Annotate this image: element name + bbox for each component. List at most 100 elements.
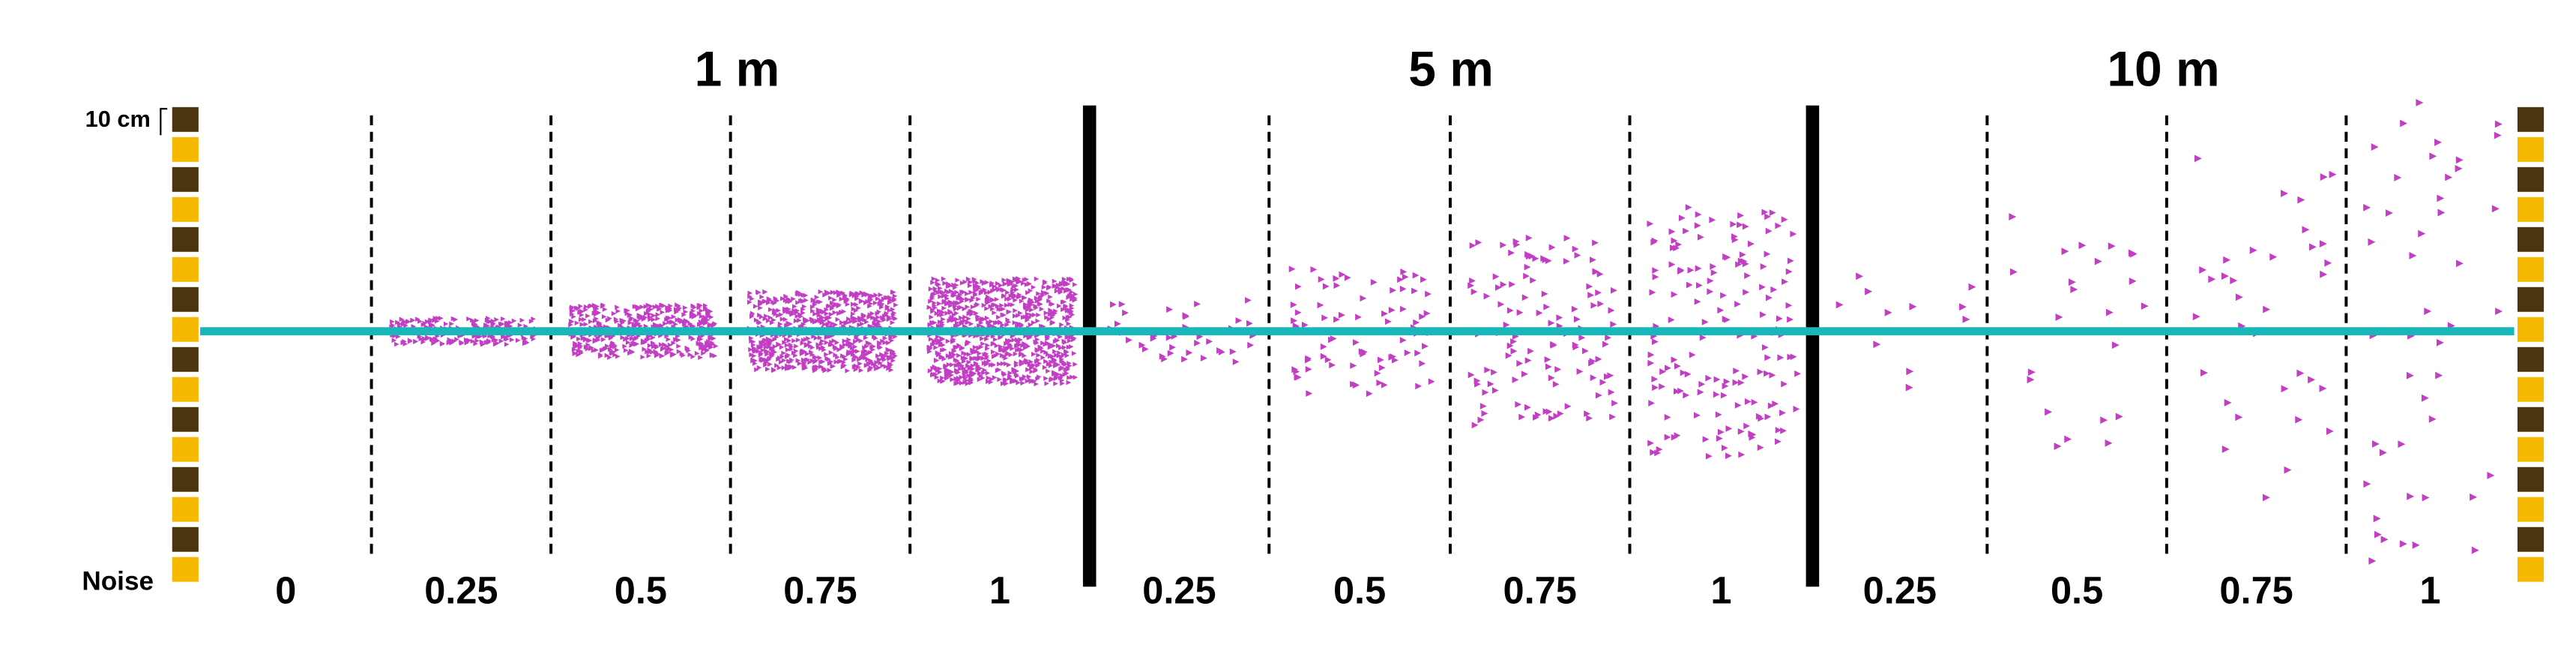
- point: [1060, 380, 1065, 386]
- point: [999, 352, 1005, 358]
- point: [1524, 357, 1532, 364]
- point: [675, 317, 681, 322]
- point: [474, 338, 480, 344]
- point: [1366, 390, 1373, 398]
- point: [815, 307, 821, 313]
- point: [951, 312, 957, 318]
- point: [959, 374, 965, 380]
- point: [1659, 383, 1666, 390]
- point: [937, 378, 943, 384]
- ruler-block: [172, 106, 199, 132]
- point: [1028, 379, 1034, 384]
- point: [655, 304, 660, 309]
- point: [857, 361, 863, 367]
- point: [1697, 388, 1704, 396]
- point: [1513, 241, 1521, 248]
- point: [846, 350, 851, 355]
- point: [940, 378, 945, 384]
- point: [1061, 307, 1066, 312]
- point: [886, 347, 892, 353]
- point: [758, 305, 763, 310]
- point: [1043, 358, 1049, 364]
- point: [1054, 352, 1059, 358]
- point: [1419, 360, 1426, 368]
- point: [579, 350, 584, 356]
- point: [812, 320, 818, 325]
- point: [1004, 296, 1010, 302]
- point: [1006, 320, 1012, 325]
- point: [1734, 402, 1742, 409]
- point: [763, 344, 769, 350]
- point: [983, 290, 989, 296]
- point: [2284, 466, 2292, 474]
- point: [1723, 378, 1731, 386]
- point: [932, 286, 938, 292]
- point: [1790, 230, 1797, 238]
- point: [788, 346, 794, 352]
- point: [829, 300, 835, 306]
- point: [570, 304, 575, 310]
- point: [976, 316, 982, 322]
- point: [998, 344, 1004, 350]
- point: [706, 339, 711, 344]
- point: [992, 375, 998, 380]
- point: [989, 306, 995, 312]
- point: [840, 364, 846, 370]
- point: [791, 364, 797, 370]
- point: [1016, 380, 1021, 386]
- point: [791, 338, 797, 344]
- point: [432, 318, 437, 323]
- point: [1067, 314, 1073, 320]
- point: [953, 357, 959, 362]
- point: [989, 297, 995, 302]
- point: [675, 302, 680, 308]
- scale-bracket: [160, 107, 168, 136]
- point: [995, 320, 1001, 326]
- point: [1699, 334, 1707, 341]
- point: [1011, 338, 1017, 343]
- point: [1006, 309, 1012, 315]
- point: [2428, 415, 2437, 423]
- point: [965, 296, 971, 302]
- point: [989, 280, 995, 286]
- point: [794, 310, 799, 316]
- point: [845, 320, 851, 326]
- point: [1563, 235, 1571, 242]
- point: [2421, 394, 2429, 402]
- point: [2363, 203, 2371, 212]
- point: [1031, 312, 1037, 318]
- point: [1025, 378, 1031, 384]
- point: [585, 346, 591, 352]
- point: [1033, 303, 1038, 309]
- point: [636, 321, 642, 326]
- point: [1689, 351, 1696, 358]
- point: [1126, 337, 1132, 344]
- point: [984, 315, 990, 321]
- point: [1360, 348, 1368, 356]
- point: [1007, 370, 1013, 376]
- point: [490, 334, 496, 340]
- point: [956, 305, 962, 311]
- point: [640, 354, 646, 360]
- point: [973, 286, 978, 292]
- point: [595, 335, 601, 340]
- point: [1782, 278, 1788, 286]
- noise-label: 0.5: [615, 568, 667, 611]
- point: [613, 316, 619, 322]
- point: [571, 314, 576, 320]
- point: [667, 342, 673, 348]
- point: [824, 290, 830, 296]
- point: [856, 305, 861, 311]
- point: [1674, 432, 1681, 440]
- point: [528, 319, 534, 324]
- point: [693, 313, 699, 319]
- noise-label: 0.75: [1503, 568, 1577, 611]
- point: [2368, 238, 2376, 246]
- point: [842, 338, 848, 344]
- point: [405, 320, 411, 325]
- point: [1000, 361, 1006, 367]
- point: [851, 302, 856, 308]
- point: [2400, 119, 2408, 128]
- point: [1648, 400, 1656, 406]
- point: [1201, 355, 1207, 362]
